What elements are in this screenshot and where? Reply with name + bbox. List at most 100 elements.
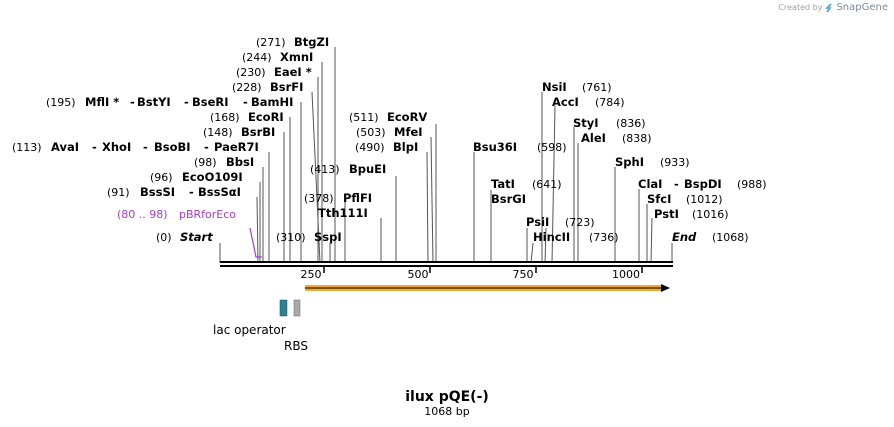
site-pos-bsrfi: (228) (232, 81, 262, 94)
site-sfci[interactable]: SfcI (647, 192, 671, 206)
tick-label-500: 500 (408, 268, 429, 281)
site-paer7i[interactable]: PaeR7I (214, 140, 259, 154)
feature-rbs[interactable]: RBS (284, 299, 308, 353)
site-pos-xmni: (244) (242, 51, 272, 64)
rbs-box (293, 299, 301, 317)
site-bsssi[interactable]: BssSI (140, 185, 175, 199)
site-pos-end: (1068) (712, 231, 749, 244)
site-bamhi[interactable]: BamHI (251, 95, 293, 109)
site-pos-tati: (641) (532, 178, 562, 191)
credit-prefix: Created by (778, 3, 823, 12)
primer-marker (249, 227, 262, 258)
dna-backbone (220, 261, 673, 267)
orf-arrow[interactable] (305, 284, 670, 292)
site-sphi[interactable]: SphI (615, 155, 644, 169)
site-sep: - (143, 140, 148, 154)
site-ecorv[interactable]: EcoRV (387, 110, 427, 124)
tick-label-1000: 1000 (612, 268, 640, 281)
site-pos-bsu36i: (598) (537, 141, 567, 154)
site-leader-lines (219, 47, 673, 264)
site-pos-avai: (113) (12, 141, 42, 154)
site-psti[interactable]: PstI (654, 207, 679, 221)
site-btgzi[interactable]: BtgZI (294, 35, 329, 49)
site-sspi[interactable]: SspI (314, 230, 342, 244)
site-xmni[interactable]: XmnI (280, 50, 313, 64)
feature-lac-operator[interactable]: lac operator (213, 299, 288, 337)
site-pos-mfli: (195) (46, 96, 76, 109)
site-avai[interactable]: AvaI (51, 140, 79, 154)
site-eaei[interactable]: EaeI * (274, 65, 312, 79)
site-sep: - (243, 95, 248, 109)
site-ecoo109i[interactable]: EcoO109I (182, 170, 243, 184)
lac-operator-label: lac operator (213, 323, 286, 337)
site-pflfi[interactable]: PflFI (343, 191, 372, 205)
site-pos-blpi: (490) (355, 141, 385, 154)
map-size: 1068 bp (424, 405, 469, 418)
site-pos-start: (0) (156, 231, 172, 244)
site-sep: - (92, 140, 97, 154)
site-pos-hincii: (736) (589, 231, 619, 244)
site-bsrgi[interactable]: BsrGI (491, 192, 526, 206)
site-nsii[interactable]: NsiI (542, 80, 567, 94)
site-pos-btgzi: (271) (256, 36, 286, 49)
site-pos-styi: (836) (616, 117, 646, 130)
site-mfli[interactable]: MflI * (85, 95, 119, 109)
lac-operator-box (279, 299, 288, 317)
site-ecori[interactable]: EcoRI (248, 110, 284, 124)
site-pos-sfci: (1012) (686, 193, 723, 206)
site-pos-bbsi: (98) (194, 156, 217, 169)
credit-brand: SnapGene (836, 2, 888, 13)
site-pos-acci: (784) (595, 96, 625, 109)
site-bbsi[interactable]: BbsI (226, 155, 254, 169)
site-bspdi[interactable]: BspDI (684, 177, 722, 191)
site-pos-eaei: (230) (236, 66, 266, 79)
site-pos-pflfi: (378) (304, 192, 334, 205)
site-sep: - (189, 185, 194, 199)
site-bsrbi[interactable]: BsrBI (241, 125, 275, 139)
site-alei[interactable]: AleI (581, 131, 606, 145)
site-pos-bpuei: (413) (310, 163, 340, 176)
site-bsu36i[interactable]: Bsu36I (473, 140, 517, 154)
scale-ticks: 250 500 750 1000 (301, 266, 643, 281)
site-mfei[interactable]: MfeI (394, 125, 423, 139)
site-pos-ecorv: (511) (349, 111, 379, 124)
site-tth111i[interactable]: Tth111I (318, 206, 368, 220)
site-acci[interactable]: AccI (552, 95, 579, 109)
site-pos-bsrbi: (148) (203, 126, 233, 139)
site-blpi[interactable]: BlpI (393, 140, 418, 154)
snapgene-logo-icon (825, 2, 833, 12)
rbs-label: RBS (284, 339, 308, 353)
snapgene-credit: Created by SnapGene (778, 2, 888, 13)
site-bseri[interactable]: BseRI (192, 95, 229, 109)
tick-label-250: 250 (301, 268, 322, 281)
site-bsobi[interactable]: BsoBI (154, 140, 191, 154)
primer-pbrforeco[interactable]: (80 .. 98) pBRforEco (117, 208, 262, 258)
site-pos-nsii: (761) (582, 81, 612, 94)
site-bsrfi[interactable]: BsrFI (270, 80, 303, 94)
orf-arrowhead-icon (661, 284, 670, 292)
site-sep: - (204, 140, 209, 154)
site-clai[interactable]: ClaI (638, 177, 662, 191)
site-psii[interactable]: PsiI (526, 215, 549, 229)
site-tati[interactable]: TatI (491, 177, 515, 191)
site-pos-mfei: (503) (356, 126, 386, 139)
site-pos-psti: (1016) (692, 208, 729, 221)
site-pos-ecoo109i: (96) (150, 171, 173, 184)
site-sep: - (674, 177, 679, 191)
site-pos-bsssi: (91) (107, 186, 130, 199)
site-hincii[interactable]: HincII (533, 230, 570, 244)
site-bpuei[interactable]: BpuEI (349, 162, 386, 176)
site-sep: - (184, 95, 189, 109)
site-pos-ecori: (168) (210, 111, 240, 124)
site-pos-clai: (988) (737, 178, 767, 191)
site-bsssalphai[interactable]: BssSαI (198, 185, 241, 199)
primer-range: (80 .. 98) (117, 208, 168, 221)
site-end[interactable]: End (672, 230, 697, 244)
site-bstyi[interactable]: BstYI (137, 95, 171, 109)
site-styi[interactable]: StyI (573, 116, 599, 130)
site-xhoi[interactable]: XhoI (102, 140, 131, 154)
site-pos-alei: (838) (622, 132, 652, 145)
primer-name: pBRforEco (179, 208, 236, 221)
site-start[interactable]: Start (180, 230, 213, 244)
